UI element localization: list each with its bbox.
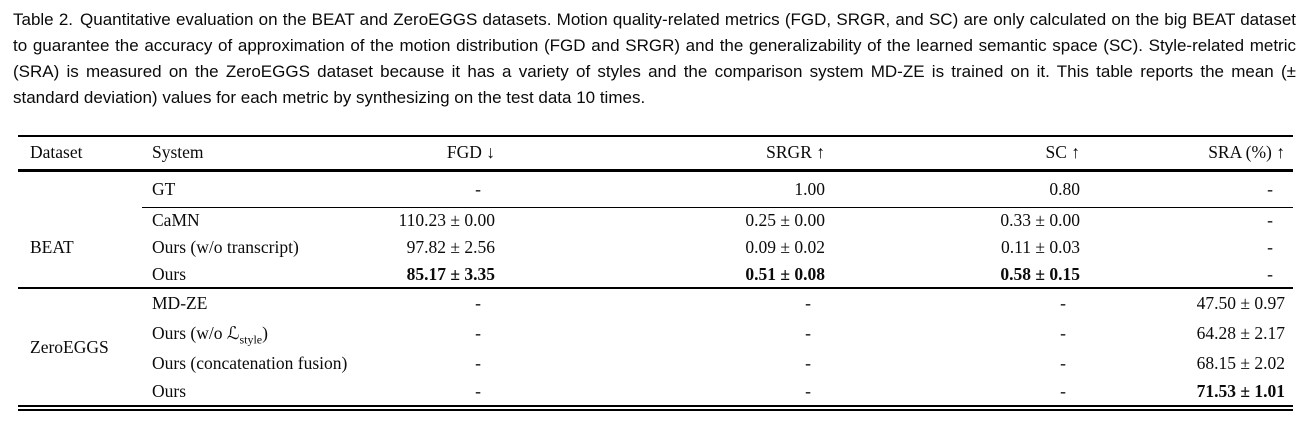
system-name: MD-ZE <box>152 293 208 313</box>
metric-value-fgd: 110.23 ± 0.00 <box>398 210 495 231</box>
column-header-system: System <box>152 142 204 163</box>
table-caption: Table 2. Quantitative evaluation on the B… <box>13 7 1296 111</box>
system-name: CaMN <box>152 210 200 231</box>
column-header-fgd: FGD ↓ <box>446 142 495 163</box>
system-name: Ours (w/o transcript) <box>152 237 299 257</box>
table-row: GT -1.00 0.80- <box>18 170 1293 208</box>
table-row: Ours (w/o transcript) 97.82 ± 2.56 0.09 ± … <box>18 234 1293 261</box>
table-row: ZeroEGGS MD-ZE - - - 47.50 ± 0.97 <box>18 288 1293 357</box>
table-row: Ours - - - 71.53 ± 1.01 <box>18 378 1293 408</box>
system-name: GT <box>142 170 372 208</box>
metric-value-sc: - <box>1060 322 1066 343</box>
metric-value-srgr: - <box>805 381 811 401</box>
table-row: Ours 85.17 ± 3.35 0.51 ± 0.08 0.58 ± 0.15 - <box>18 261 1293 288</box>
metric-value-sra: 68.15 ± 2.02 <box>1196 352 1285 373</box>
system-name: Ours (w/o ℒstyle) <box>142 318 372 348</box>
dataset-label: BEAT <box>30 236 74 257</box>
metric-value-sc: 0.58 ± 0.15 <box>1000 263 1080 284</box>
table-row: Ours (concatenation fusion) - - - 68.15 ± 2.… <box>18 348 1293 378</box>
script-L-symbol: ℒ <box>226 323 240 344</box>
column-header-srgr: SRGR ↑ <box>766 142 825 163</box>
metric-value-sra: - <box>1080 170 1293 208</box>
metric-value-sra: 71.53 ± 1.01 <box>1196 381 1285 401</box>
metric-value-srgr: 0.25 ± 0.00 <box>745 210 825 231</box>
column-header-sc: SC ↑ <box>1045 142 1080 163</box>
metric-value-sra: 64.28 ± 2.17 <box>1196 322 1285 343</box>
metric-value-sc: - <box>1060 293 1066 313</box>
system-name: Ours <box>152 381 187 401</box>
metric-value-fgd: - <box>475 352 481 373</box>
system-name-subscript: style <box>239 332 263 346</box>
table-section-beat: GT -1.00 0.80- BEAT CaMN 110.23 ± 0.00 0.25 ± … <box>18 170 1293 288</box>
metric-value-sc: 0.33 ± 0.00 <box>1000 210 1080 231</box>
results-table: Dataset System FGD ↓ SRGR ↑ SC ↑ SRA (%)… <box>18 135 1293 411</box>
metric-value-sra: 47.50 ± 0.97 <box>1196 293 1285 313</box>
metric-value-fgd: - <box>475 322 481 343</box>
system-name: Ours (concatenation fusion) <box>152 352 348 373</box>
column-header-dataset: Dataset <box>30 142 83 163</box>
metric-value-fgd: 97.82 ± 2.56 <box>406 237 495 257</box>
metric-value-sc: - <box>1060 352 1066 373</box>
metric-value-srgr: - <box>805 293 811 313</box>
table-caption-text: Quantitative evaluation on the BEAT and … <box>13 10 1296 107</box>
column-header-sra: SRA (%) ↑ <box>1208 142 1285 163</box>
metric-value-sc: 0.80 <box>825 170 1080 208</box>
metric-value-sra: - <box>1267 263 1273 284</box>
table-header: Dataset System FGD ↓ SRGR ↑ SC ↑ SRA (%)… <box>18 136 1293 170</box>
metric-value-srgr: - <box>805 352 811 373</box>
table-caption-label: Table 2. <box>13 10 74 29</box>
dataset-empty-cell <box>18 170 142 207</box>
metric-value-sc: 0.11 ± 0.03 <box>1001 237 1080 257</box>
metric-value-fgd: - <box>372 170 495 208</box>
metric-value-fgd: - <box>475 381 481 401</box>
metric-value-srgr: 0.51 ± 0.08 <box>745 263 825 284</box>
table-section-zeroeggs: ZeroEGGS MD-ZE - - - 47.50 ± 0.97 Ours (w/o ℒs… <box>18 288 1293 408</box>
metric-value-fgd: - <box>475 293 481 313</box>
system-name-prefix: Ours (w/o <box>152 322 227 343</box>
table-row: Ours (w/o ℒstyle) - - - 64.28 ± 2.17 <box>18 318 1293 348</box>
metric-value-srgr: 1.00 <box>495 170 825 208</box>
system-name: Ours <box>152 263 187 284</box>
metric-value-sra: - <box>1267 210 1273 231</box>
metric-value-sc: - <box>1060 381 1066 401</box>
metric-value-srgr: 0.09 ± 0.02 <box>745 237 825 257</box>
metric-value-srgr: - <box>805 322 811 343</box>
dataset-label: ZeroEGGS <box>30 336 109 357</box>
table-row: BEAT CaMN 110.23 ± 0.00 0.25 ± 0.00 0.33 ± 0… <box>18 207 1293 256</box>
table-header-row: Dataset System FGD ↓ SRGR ↑ SC ↑ SRA (%)… <box>18 136 1293 170</box>
metric-value-fgd: 85.17 ± 3.35 <box>406 263 495 284</box>
metric-value-sra: - <box>1267 237 1273 257</box>
system-name-suffix: ) <box>262 322 268 343</box>
